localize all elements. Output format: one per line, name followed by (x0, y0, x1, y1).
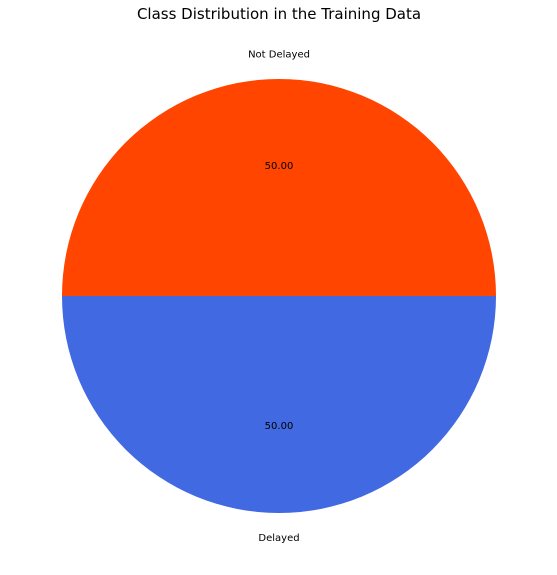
pie-labels: Not Delayed 50.00 Delayed 50.00 (248, 49, 310, 544)
slice-percent-label-0: 50.00 (265, 161, 294, 172)
pie-slices (62, 79, 496, 513)
slice-label-0: Not Delayed (248, 49, 310, 60)
pie-slice-1 (62, 296, 496, 513)
pie-slice-0 (62, 79, 496, 296)
slice-label-1: Delayed (258, 533, 299, 544)
slice-percent-label-1: 50.00 (265, 421, 294, 432)
chart-title: Class Distribution in the Training Data (137, 5, 421, 23)
